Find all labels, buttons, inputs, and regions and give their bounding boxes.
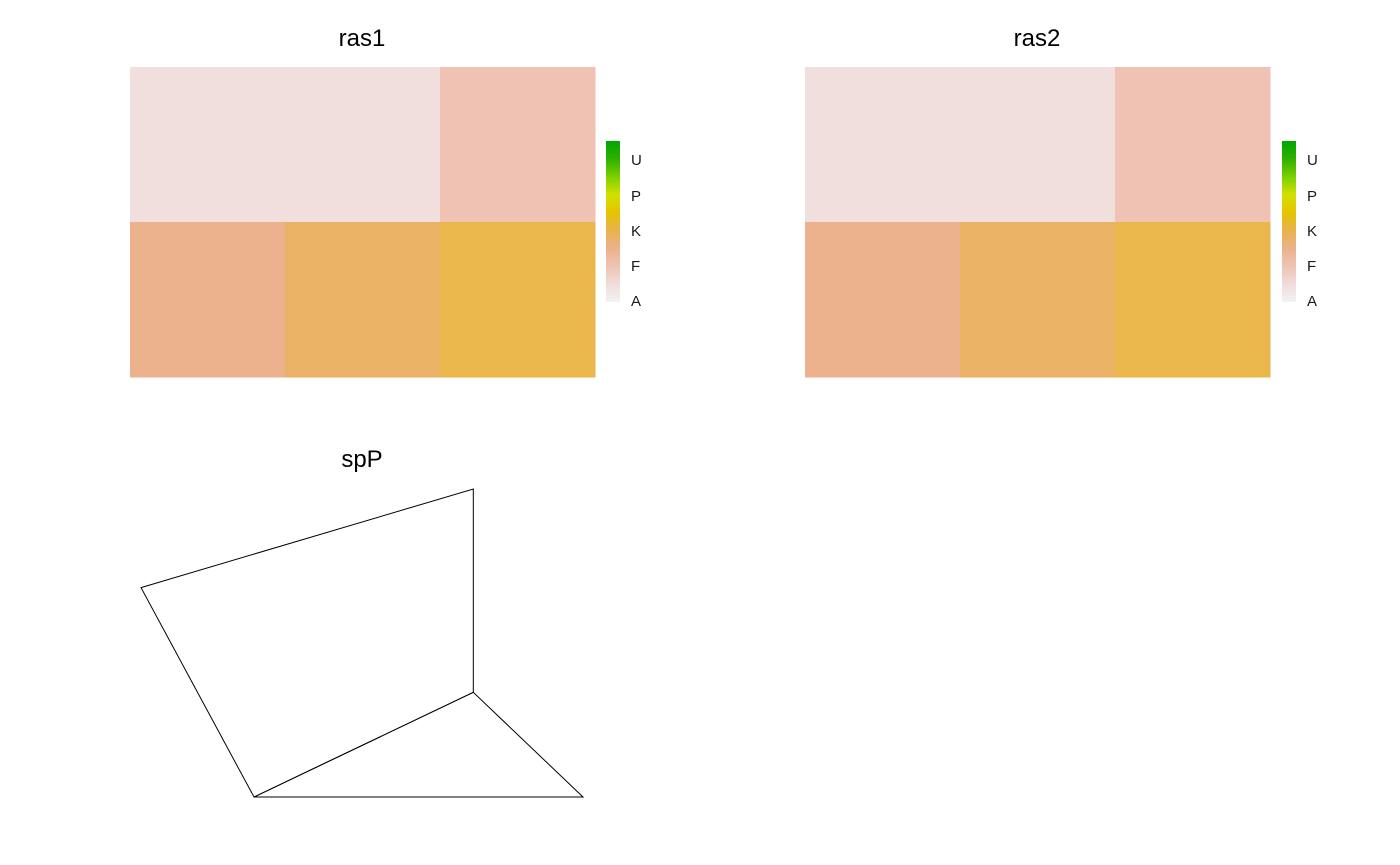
polygon-2 bbox=[253, 691, 585, 798]
raster-cell-r1-c2 bbox=[960, 67, 1116, 223]
legend-label-u: U bbox=[631, 152, 642, 169]
raster-panel-ras2: ras2 U P K F A bbox=[805, 25, 1318, 378]
legend-label-k: K bbox=[1307, 223, 1317, 240]
raster-cell-r2-c3 bbox=[440, 222, 596, 378]
chart-title-spP: spP bbox=[341, 446, 382, 473]
legend-label-a: A bbox=[1307, 293, 1317, 310]
legend-label-p: P bbox=[631, 188, 641, 205]
raster-cell-r1-c1 bbox=[130, 67, 286, 223]
raster-panel-ras1: ras1 U P K F A bbox=[130, 25, 642, 378]
polygon-panel-spP: spP bbox=[140, 446, 585, 798]
chart-title-ras2: ras2 bbox=[1014, 25, 1061, 52]
legend-color-bar bbox=[1282, 141, 1296, 302]
chart-title-ras1: ras1 bbox=[339, 25, 386, 52]
raster-cell-r1-c3 bbox=[1115, 67, 1271, 223]
polygons-spP bbox=[140, 488, 585, 798]
legend-ras1: U P K F A bbox=[606, 141, 642, 310]
polygon-1 bbox=[140, 488, 474, 798]
legend-label-f: F bbox=[1307, 258, 1316, 275]
legend-label-a: A bbox=[631, 293, 641, 310]
raster-cell-r2-c2 bbox=[285, 222, 441, 378]
raster-cells-ras1 bbox=[130, 67, 596, 378]
legend-label-u: U bbox=[1307, 152, 1318, 169]
legend-label-k: K bbox=[631, 223, 641, 240]
raster-cell-r1-c1 bbox=[805, 67, 961, 223]
raster-cell-r2-c1 bbox=[130, 222, 286, 378]
legend-label-p: P bbox=[1307, 188, 1317, 205]
raster-cell-r1-c3 bbox=[440, 67, 596, 223]
raster-cell-r1-c2 bbox=[285, 67, 441, 223]
legend-color-bar bbox=[606, 141, 620, 302]
raster-cell-r2-c3 bbox=[1115, 222, 1271, 378]
raster-cell-r2-c1 bbox=[805, 222, 961, 378]
raster-cell-r2-c2 bbox=[960, 222, 1116, 378]
legend-ras2: U P K F A bbox=[1282, 141, 1318, 310]
raster-cells-ras2 bbox=[805, 67, 1271, 378]
legend-label-f: F bbox=[631, 258, 640, 275]
